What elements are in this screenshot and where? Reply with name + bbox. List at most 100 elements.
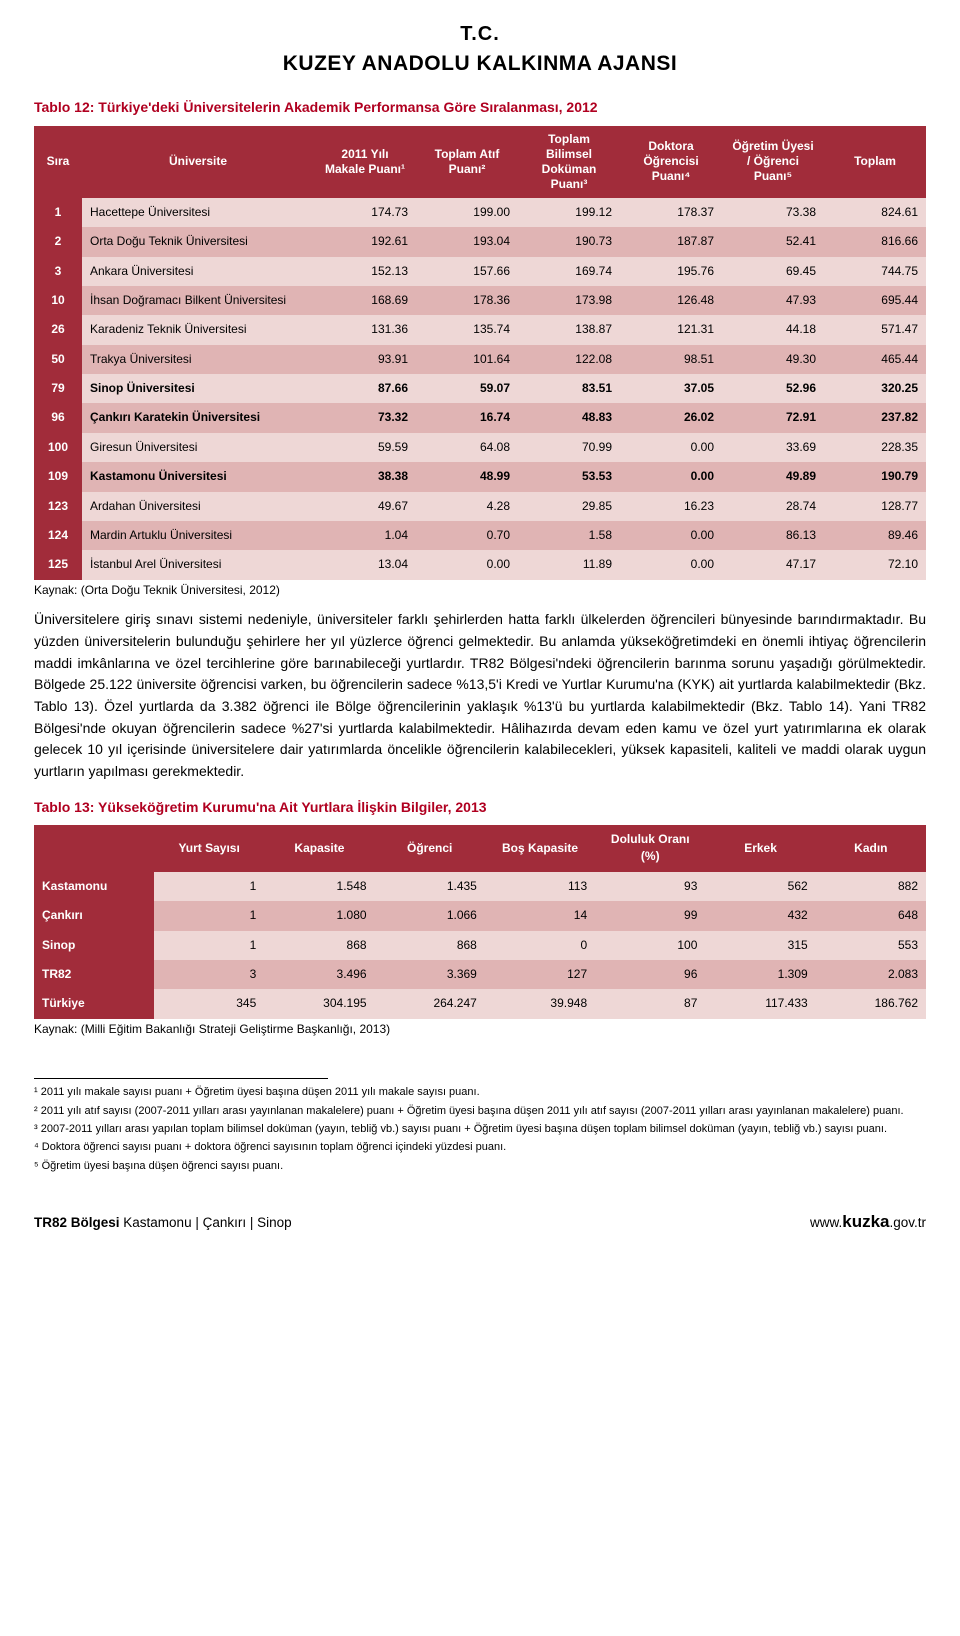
table-row: 79Sinop Üniversitesi87.6659.0783.5137.05… <box>34 374 926 403</box>
value-cell: 93.91 <box>314 345 416 374</box>
value-cell: 0.70 <box>416 521 518 550</box>
value-cell: 648 <box>816 901 926 930</box>
agency-header: T.C. KUZEY ANADOLU KALKINMA AJANSI <box>34 20 926 79</box>
value-cell: 320.25 <box>824 374 926 403</box>
footer-left-bold: TR82 Bölgesi <box>34 1215 120 1230</box>
rank-cell: 79 <box>34 374 82 403</box>
footer-right-suffix: .gov.tr <box>889 1215 926 1230</box>
value-cell: 192.61 <box>314 227 416 256</box>
university-name: İhsan Doğramacı Bilkent Üniversitesi <box>82 286 314 315</box>
value-cell: 48.99 <box>416 462 518 491</box>
value-cell: 29.85 <box>518 492 620 521</box>
table-row: 50Trakya Üniversitesi93.91101.64122.0898… <box>34 345 926 374</box>
table13-source: Kaynak: (Milli Eğitim Bakanlığı Strateji… <box>34 1021 926 1038</box>
value-cell: 178.36 <box>416 286 518 315</box>
value-cell: 695.44 <box>824 286 926 315</box>
university-name: Ardahan Üniversitesi <box>82 492 314 521</box>
value-cell: 744.75 <box>824 257 926 286</box>
value-cell: 14 <box>485 901 595 930</box>
table12: SıraÜniversite2011 Yılı Makale Puanı¹Top… <box>34 126 926 580</box>
value-cell: 131.36 <box>314 315 416 344</box>
table13-col-3: Öğrenci <box>375 825 485 872</box>
rank-cell: 26 <box>34 315 82 344</box>
table13-col-0 <box>34 825 154 872</box>
value-cell: 868 <box>375 931 485 960</box>
region-label: Sinop <box>34 931 154 960</box>
table-row: 125İstanbul Arel Üniversitesi13.040.0011… <box>34 550 926 579</box>
university-name: Giresun Üniversitesi <box>82 433 314 462</box>
value-cell: 69.45 <box>722 257 824 286</box>
table12-col-5: Doktora Öğrencisi Puanı⁴ <box>620 126 722 198</box>
value-cell: 193.04 <box>416 227 518 256</box>
agency-name: KUZEY ANADOLU KALKINMA AJANSI <box>34 49 926 79</box>
value-cell: 48.83 <box>518 403 620 432</box>
value-cell: 1.04 <box>314 521 416 550</box>
value-cell: 37.05 <box>620 374 722 403</box>
value-cell: 28.74 <box>722 492 824 521</box>
value-cell: 190.79 <box>824 462 926 491</box>
table-row: 100Giresun Üniversitesi59.5964.0870.990.… <box>34 433 926 462</box>
value-cell: 49.67 <box>314 492 416 521</box>
page-footer: TR82 Bölgesi Kastamonu | Çankırı | Sinop… <box>34 1210 926 1235</box>
value-cell: 101.64 <box>416 345 518 374</box>
rank-cell: 109 <box>34 462 82 491</box>
footnote-1: ¹ 2011 yılı makale sayısı puanı + Öğreti… <box>34 1085 917 1100</box>
university-name: Orta Doğu Teknik Üniversitesi <box>82 227 314 256</box>
footer-right-bold: kuzka <box>842 1212 889 1231</box>
table12-col-4: Toplam Bilimsel Doküman Puanı³ <box>518 126 620 198</box>
footnote-3: ³ 2007-2011 yılları arası yapılan toplam… <box>34 1122 917 1137</box>
rank-cell: 124 <box>34 521 82 550</box>
value-cell: 168.69 <box>314 286 416 315</box>
value-cell: 117.433 <box>705 989 815 1018</box>
value-cell: 59.07 <box>416 374 518 403</box>
value-cell: 0.00 <box>620 462 722 491</box>
agency-top-line: T.C. <box>34 20 926 49</box>
rank-cell: 96 <box>34 403 82 432</box>
body-paragraph: Üniversitelere giriş sınavı sistemi nede… <box>34 609 926 783</box>
value-cell: 169.74 <box>518 257 620 286</box>
table12-body: 1Hacettepe Üniversitesi174.73199.00199.1… <box>34 198 926 580</box>
table-row: 10İhsan Doğramacı Bilkent Üniversitesi16… <box>34 286 926 315</box>
table12-col-7: Toplam <box>824 126 926 198</box>
value-cell: 0.00 <box>620 550 722 579</box>
table13: Yurt SayısıKapasiteÖğrenciBoş KapasiteDo… <box>34 825 926 1019</box>
value-cell: 53.53 <box>518 462 620 491</box>
value-cell: 126.48 <box>620 286 722 315</box>
value-cell: 0.00 <box>620 433 722 462</box>
value-cell: 87 <box>595 989 705 1018</box>
value-cell: 1.080 <box>264 901 374 930</box>
rank-cell: 2 <box>34 227 82 256</box>
value-cell: 3.496 <box>264 960 374 989</box>
table12-col-0: Sıra <box>34 126 82 198</box>
table13-col-7: Kadın <box>816 825 926 872</box>
university-name: Karadeniz Teknik Üniversitesi <box>82 315 314 344</box>
footnote-2: ² 2011 yılı atıf sayısı (2007-2011 yılla… <box>34 1104 917 1119</box>
value-cell: 882 <box>816 872 926 901</box>
university-name: Trakya Üniversitesi <box>82 345 314 374</box>
value-cell: 52.96 <box>722 374 824 403</box>
value-cell: 237.82 <box>824 403 926 432</box>
value-cell: 432 <box>705 901 815 930</box>
rank-cell: 3 <box>34 257 82 286</box>
rank-cell: 123 <box>34 492 82 521</box>
footnotes: ¹ 2011 yılı makale sayısı puanı + Öğreti… <box>34 1078 328 1174</box>
rank-cell: 125 <box>34 550 82 579</box>
footer-right-prefix: www. <box>810 1215 842 1230</box>
value-cell: 39.948 <box>485 989 595 1018</box>
rank-cell: 10 <box>34 286 82 315</box>
table-row: Çankırı11.0801.0661499432648 <box>34 901 926 930</box>
table13-body: Kastamonu11.5481.43511393562882Çankırı11… <box>34 872 926 1019</box>
university-name: Ankara Üniversitesi <box>82 257 314 286</box>
table-row: Sinop18688680100315553 <box>34 931 926 960</box>
value-cell: 868 <box>264 931 374 960</box>
value-cell: 315 <box>705 931 815 960</box>
table13-col-4: Boş Kapasite <box>485 825 595 872</box>
university-name: Çankırı Karatekin Üniversitesi <box>82 403 314 432</box>
value-cell: 178.37 <box>620 198 722 227</box>
value-cell: 16.23 <box>620 492 722 521</box>
region-label: Kastamonu <box>34 872 154 901</box>
value-cell: 86.13 <box>722 521 824 550</box>
value-cell: 64.08 <box>416 433 518 462</box>
value-cell: 72.10 <box>824 550 926 579</box>
value-cell: 87.66 <box>314 374 416 403</box>
